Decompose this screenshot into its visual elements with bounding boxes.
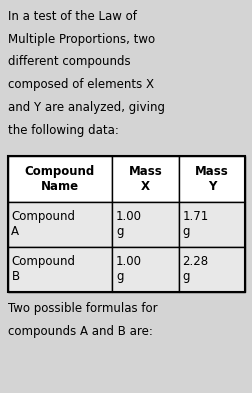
Text: 1.00: 1.00 (116, 255, 141, 268)
Text: composed of elements X: composed of elements X (8, 78, 153, 91)
Text: A: A (11, 225, 19, 238)
Bar (112, 202, 178, 247)
Text: Two possible formulas for: Two possible formulas for (8, 302, 156, 315)
Bar (178, 247, 244, 292)
Text: 2.28: 2.28 (182, 255, 208, 268)
Bar (112, 247, 178, 292)
Bar (8, 247, 112, 292)
Text: B: B (11, 270, 19, 283)
Text: and Y are analyzed, giving: and Y are analyzed, giving (8, 101, 164, 114)
Text: g: g (182, 270, 189, 283)
Text: 1.71: 1.71 (182, 210, 208, 223)
Text: different compounds: different compounds (8, 55, 130, 68)
Text: Compound: Compound (11, 255, 75, 268)
Text: g: g (116, 270, 123, 283)
Bar (178, 156, 244, 202)
Text: Compound: Compound (11, 210, 75, 223)
Text: Multiple Proportions, two: Multiple Proportions, two (8, 33, 154, 46)
Text: compounds A and B are:: compounds A and B are: (8, 325, 152, 338)
Text: Compound: Compound (25, 165, 95, 178)
Text: the following data:: the following data: (8, 124, 118, 137)
Bar (178, 202, 244, 247)
Text: Mass: Mass (128, 165, 162, 178)
Text: Name: Name (41, 180, 79, 193)
Bar (112, 156, 178, 202)
Bar (8, 202, 112, 247)
Text: Mass: Mass (195, 165, 228, 178)
Text: g: g (182, 225, 189, 238)
Bar (8, 156, 244, 292)
Text: 1.00: 1.00 (116, 210, 141, 223)
Text: Y: Y (207, 180, 215, 193)
Text: In a test of the Law of: In a test of the Law of (8, 10, 136, 23)
Text: g: g (116, 225, 123, 238)
Text: X: X (140, 180, 149, 193)
Bar (8, 156, 112, 202)
